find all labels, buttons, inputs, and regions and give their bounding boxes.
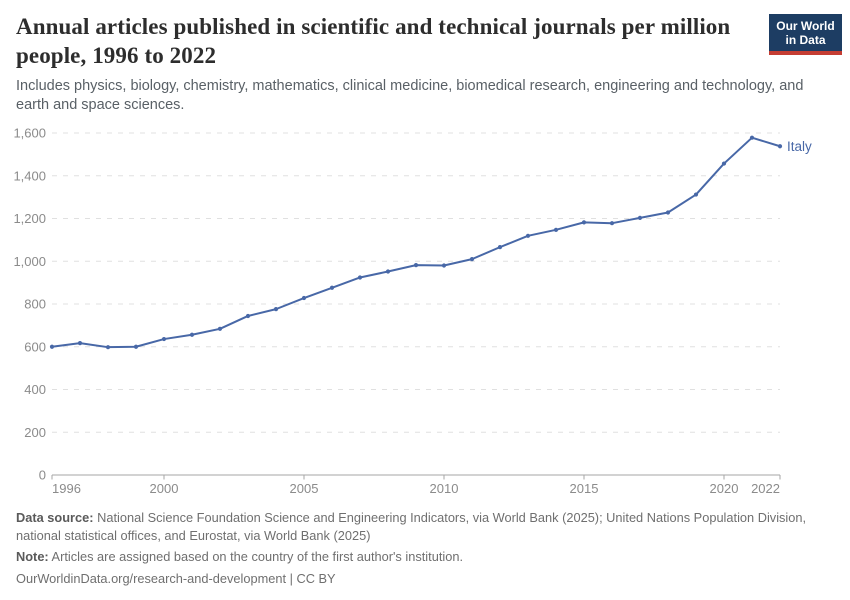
data-point[interactable] <box>581 220 587 225</box>
data-point[interactable] <box>413 262 419 268</box>
data-point[interactable] <box>693 192 699 197</box>
y-tick-label: 1,000 <box>13 254 46 269</box>
x-tick-label: 2000 <box>150 481 179 496</box>
series-end-label: Italy <box>787 139 812 154</box>
logo-line2: in Data <box>785 33 826 47</box>
data-point[interactable] <box>357 275 363 280</box>
data-point[interactable] <box>329 285 335 290</box>
data-point[interactable] <box>469 257 475 262</box>
data-point[interactable] <box>525 233 531 238</box>
x-axis: 1996 2000 2005 2010 2015 2020 2022 <box>51 475 781 496</box>
data-source-text: National Science Foundation Science and … <box>16 510 807 543</box>
data-point[interactable] <box>77 341 83 346</box>
y-tick-label: 800 <box>24 297 46 312</box>
data-point[interactable] <box>245 313 251 319</box>
y-tick-label: 0 <box>39 468 46 483</box>
data-points <box>49 135 783 350</box>
data-point[interactable] <box>441 263 447 268</box>
data-point[interactable] <box>133 344 139 349</box>
x-tick-label: 2015 <box>570 481 599 496</box>
data-point[interactable] <box>217 326 223 331</box>
data-point[interactable] <box>609 221 615 226</box>
x-tick-label: 2010 <box>430 481 459 496</box>
page-title: Annual articles published in scientific … <box>16 14 731 69</box>
y-tick-label: 1,400 <box>13 168 46 183</box>
data-point[interactable] <box>105 345 111 350</box>
note-label: Note: <box>16 549 49 564</box>
data-point[interactable] <box>721 161 727 166</box>
data-source-line: Data source: National Science Foundation… <box>16 509 838 544</box>
x-tick-label: 2005 <box>290 481 319 496</box>
y-tick-label: 600 <box>24 339 46 354</box>
chart-footer: Data source: National Science Foundation… <box>16 509 838 591</box>
x-tick-label: 2022 <box>751 481 780 496</box>
data-point[interactable] <box>497 245 503 250</box>
data-point[interactable] <box>777 144 783 149</box>
data-point[interactable] <box>553 227 559 232</box>
data-point[interactable] <box>161 336 167 342</box>
data-point[interactable] <box>273 307 279 312</box>
logo-accent-bar <box>769 51 842 55</box>
y-tick-label: 1,600 <box>13 126 46 141</box>
data-point[interactable] <box>301 295 307 301</box>
owid-logo-box: Our World in Data <box>769 14 842 51</box>
note-text: Articles are assigned based on the count… <box>48 549 464 564</box>
x-tick-label: 2020 <box>710 481 739 496</box>
y-tick-label: 1,200 <box>13 211 46 226</box>
y-tick-label: 400 <box>24 382 46 397</box>
data-point[interactable] <box>637 215 643 220</box>
logo-line1: Our World <box>776 19 835 33</box>
data-line-italy[interactable] <box>51 136 781 349</box>
y-axis: 0 200 400 600 800 1,000 1,200 1,400 1,600 <box>13 126 780 483</box>
chart-subtitle: Includes physics, biology, chemistry, ma… <box>16 78 804 113</box>
data-point[interactable] <box>665 210 671 215</box>
owid-logo[interactable]: Our World in Data <box>769 14 842 55</box>
data-point[interactable] <box>385 269 391 274</box>
note-line: Note: Articles are assigned based on the… <box>16 548 838 566</box>
data-point[interactable] <box>749 135 755 140</box>
data-source-label: Data source: <box>16 510 94 525</box>
x-tick-label: 1996 <box>52 481 81 496</box>
data-point[interactable] <box>49 344 55 349</box>
footer-url[interactable]: OurWorldinData.org/research-and-developm… <box>16 570 336 586</box>
y-tick-label: 200 <box>24 425 46 440</box>
data-point[interactable] <box>189 332 195 337</box>
